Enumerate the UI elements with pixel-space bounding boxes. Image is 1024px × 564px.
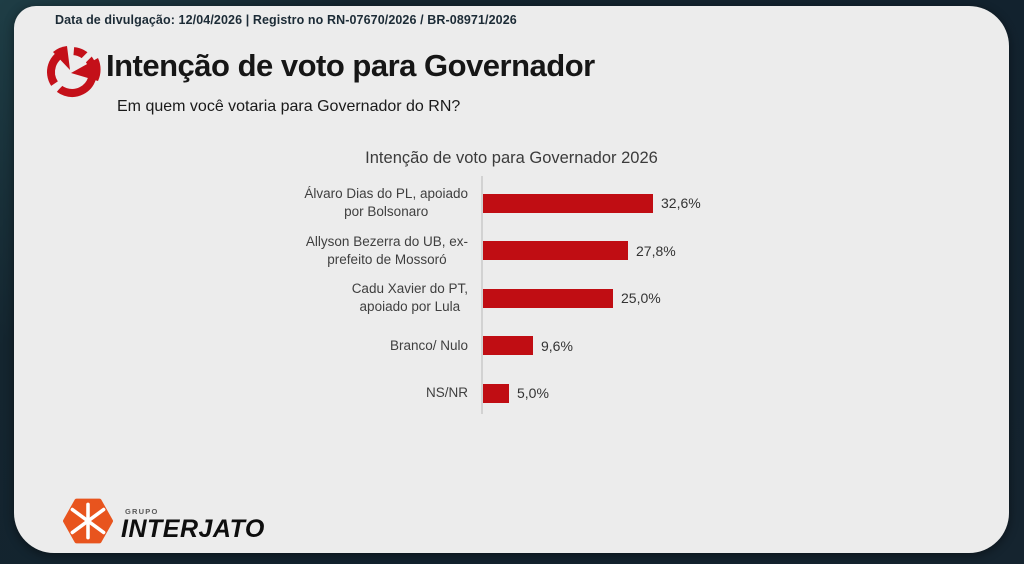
bar: [483, 336, 533, 355]
category-label: Branco/ Nulo: [389, 337, 468, 353]
category-label: Allyson Bezerra do UB, ex- prefeito de M…: [305, 233, 468, 267]
value-label: 5,0%: [517, 385, 549, 401]
bar: [483, 193, 653, 213]
bar: [483, 383, 509, 403]
value-label: 27,8%: [636, 242, 676, 259]
value-label: 32,6%: [661, 195, 701, 211]
interjato-logo-name: INTERJATO: [121, 515, 265, 543]
bar: [483, 288, 613, 308]
slide-card: Data de divulgação: 12/04/2026 | Registr…: [14, 6, 1009, 553]
chart-title: Intenção de voto para Governador 2026: [365, 149, 658, 167]
page-title: Intenção de voto para Governador: [106, 48, 595, 83]
disclosure-banner: Data de divulgação: 12/04/2026 | Registr…: [55, 13, 517, 27]
interjato-star-icon: [62, 496, 113, 546]
page-subtitle: Em quem você votaria para Governador do …: [117, 98, 461, 115]
pollster-shutter-icon: [43, 43, 101, 101]
bar-chart: Intenção de voto para Governador 2026 Ál…: [14, 6, 1009, 553]
value-label: 9,6%: [541, 337, 573, 354]
category-label: Cadu Xavier do PT, apoiado por Lula: [351, 281, 468, 314]
category-label: NS/NR: [425, 385, 468, 400]
bar: [483, 241, 628, 260]
chart-axis-line: [481, 176, 483, 414]
value-label: 25,0%: [621, 290, 661, 306]
interjato-logo-group-text: GRUPO: [125, 507, 159, 516]
category-label: Álvaro Dias do PL, apoiado por Bolsonaro: [304, 186, 468, 219]
